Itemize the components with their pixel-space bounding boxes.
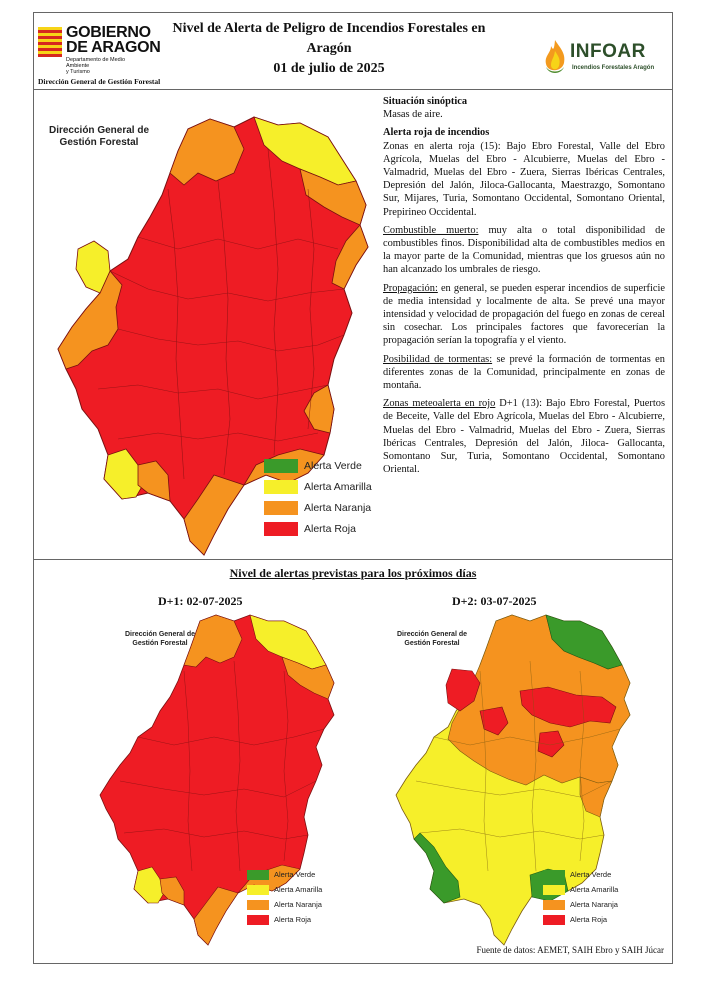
combustible-paragraph: Combustible muerto: muy alta o total dis…: [383, 224, 665, 277]
legend-item-amarilla: Alerta Amarilla: [264, 476, 372, 497]
meteo-paragraph: Zonas meteoalerta en rojo D+1 (13): Bajo…: [383, 397, 665, 476]
legend-item-amarilla: Alerta Amarilla: [543, 882, 618, 897]
aragon-flag-icon: [38, 27, 62, 57]
tormentas-body: se prevé la formación de tormentas en di…: [383, 353, 665, 392]
legend-label: Alerta Amarilla: [570, 885, 619, 894]
legend-item-verde: Alerta Verde: [264, 455, 372, 476]
title-line1: Nivel de Alerta de Peligro de Incendios …: [172, 21, 486, 56]
legend-item-roja: Alerta Roja: [264, 518, 372, 539]
infoar-subtitle: Incendios Forestales Aragón: [572, 65, 655, 71]
aragon-map-d1: [99, 614, 335, 946]
department-line2: y Turismo: [66, 69, 90, 75]
legend-label: Alerta Verde: [304, 459, 362, 472]
legend-item-naranja: Alerta Naranja: [264, 497, 372, 518]
legend-label: Alerta Verde: [274, 870, 316, 879]
propagacion-label: Propagación:: [383, 282, 438, 294]
aragon-map-d2: [395, 614, 631, 946]
roja-body: Zonas en alerta roja (15): Bajo Ebro For…: [383, 140, 665, 218]
aragon-map-01-07: [57, 116, 369, 556]
title-date: 01 de julio de 2025: [273, 61, 385, 76]
d1-title: D+1: 02-07-2025: [158, 594, 243, 608]
gobierno-name-line2: DE ARAGON: [66, 39, 161, 56]
tormentas-paragraph: Posibilidad de tormentas: se prevé la fo…: [383, 353, 665, 393]
map-label-line2: Gestión Forestal: [404, 639, 460, 647]
legend-label: Alerta Naranja: [304, 501, 372, 514]
legend-label: Alerta Amarilla: [304, 480, 372, 493]
legend-swatch-naranja: [264, 500, 298, 515]
d2-map-panel: Dirección General de Gestión Forestal Al…: [380, 611, 640, 951]
legend-label: Alerta Roja: [570, 915, 608, 924]
legend-item-amarilla: Alerta Amarilla: [247, 882, 322, 897]
d1-map-legend: Alerta Verde Alerta Amarilla Alerta Nara…: [247, 867, 322, 927]
roja-heading: Alerta roja de incendios: [383, 127, 490, 139]
flame-icon: [545, 40, 565, 73]
legend-swatch-roja: [247, 914, 269, 925]
legend-swatch-verde: [247, 869, 269, 880]
tormentas-label: Posibilidad de tormentas:: [383, 353, 493, 365]
current-alert-section: Dirección General de Gestión Forestal Al…: [34, 89, 672, 560]
legend-item-roja: Alerta Roja: [543, 912, 618, 927]
legend-label: Alerta Verde: [570, 870, 612, 879]
sinoptica-body: Masas de aire.: [383, 109, 443, 121]
map-label-line1: Dirección General de: [396, 631, 468, 638]
legend-swatch-roja: [543, 914, 565, 925]
main-alert-map: Dirección General de Gestión Forestal Al…: [38, 89, 376, 559]
d2-map-legend: Alerta Verde Alerta Amarilla Alerta Nara…: [543, 867, 618, 927]
legend-swatch-amarilla: [264, 479, 298, 494]
d2-title: D+2: 03-07-2025: [452, 594, 537, 608]
map-label-line1: Dirección General de: [124, 631, 196, 638]
infoar-logo: INFOAR Incendios Forestales Aragón: [542, 39, 672, 79]
department-name: Departamento de Medio Ambiente y Turismo: [66, 57, 146, 75]
legend-swatch-naranja: [247, 899, 269, 910]
legend-label: Alerta Naranja: [570, 900, 618, 909]
forecast-heading: Nivel de alertas previstas para los próx…: [229, 566, 477, 580]
legend-swatch-naranja: [543, 899, 565, 910]
directorate-label: Dirección General de Gestión Forestal: [38, 77, 161, 86]
combustible-label: Combustible muerto:: [383, 224, 479, 236]
legend-swatch-verde: [264, 458, 298, 473]
legend-item-roja: Alerta Roja: [247, 912, 322, 927]
d1-map-panel: Dirección General de Gestión Forestal Al…: [84, 611, 344, 951]
map-label-line2: Gestión Forestal: [132, 639, 188, 647]
legend-label: Alerta Roja: [304, 522, 356, 535]
legend-item-naranja: Alerta Naranja: [247, 897, 322, 912]
bulletin-title: Nivel de Alerta de Peligro de Incendios …: [154, 19, 504, 79]
legend-swatch-roja: [264, 521, 298, 536]
data-source: Fuente de datos: AEMET, SAIH Ebro y SAIH…: [476, 945, 664, 955]
d2-map-directorate-label: Dirección General de Gestión Forestal: [388, 631, 476, 648]
legend-label: Alerta Amarilla: [274, 885, 323, 894]
legend-item-verde: Alerta Verde: [247, 867, 322, 882]
meteo-label: Zonas meteoalerta en rojo: [383, 398, 496, 410]
sinoptica-heading: Situación sinóptica: [383, 96, 468, 107]
meteo-body: D+1 (13): Bajo Ebro Forestal, Puertos de…: [383, 398, 665, 476]
legend-label: Alerta Naranja: [274, 900, 322, 909]
bulletin-frame: GOBIERNO DE ARAGON Departamento de Medio…: [33, 12, 673, 964]
legend-item-verde: Alerta Verde: [543, 867, 618, 882]
legend-label: Alerta Roja: [274, 915, 312, 924]
gobierno-name-line1: GOBIERNO: [66, 24, 151, 41]
d1-map-directorate-label: Dirección General de Gestión Forestal: [116, 631, 204, 648]
legend-swatch-amarilla: [543, 884, 565, 895]
header: GOBIERNO DE ARAGON Departamento de Medio…: [34, 13, 672, 90]
map-directorate-label: Dirección General de Gestión Forestal: [44, 125, 154, 149]
propagacion-paragraph: Propagación: en general, se pueden esper…: [383, 282, 665, 348]
gobierno-aragon-logo: GOBIERNO DE ARAGON Departamento de Medio…: [38, 24, 178, 75]
legend-swatch-verde: [543, 869, 565, 880]
map-label-line2: Gestión Forestal: [59, 137, 139, 148]
gobierno-name: GOBIERNO DE ARAGON: [66, 24, 161, 56]
propagacion-body: en general, se pueden esperar incendios …: [383, 282, 665, 347]
combustible-body: muy alta o total disponibilidad de combu…: [383, 224, 665, 276]
legend-swatch-amarilla: [247, 884, 269, 895]
map-legend: Alerta Verde Alerta Amarilla Alerta Nara…: [264, 455, 372, 539]
map-label-line1: Dirección General de: [48, 125, 150, 136]
bulletin-text: Situación sinóptica Masas de aire. Alert…: [383, 95, 665, 481]
legend-item-naranja: Alerta Naranja: [543, 897, 618, 912]
infoar-name: INFOAR: [570, 41, 646, 62]
department-line1: Departamento de Medio Ambiente: [66, 57, 126, 69]
